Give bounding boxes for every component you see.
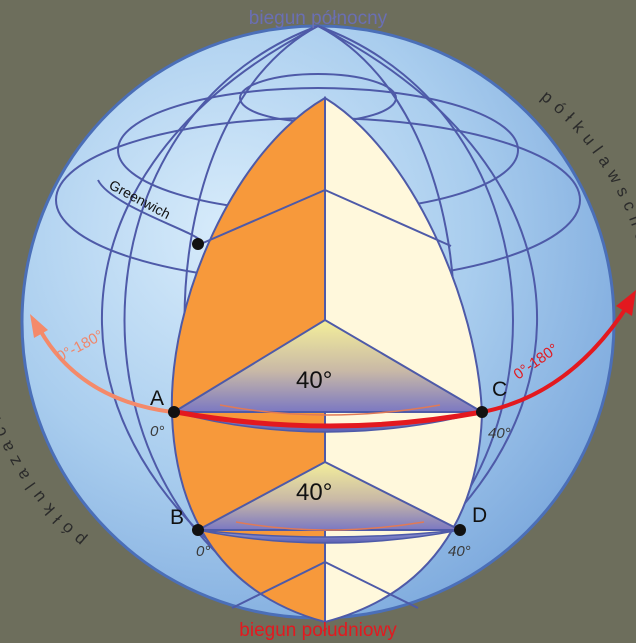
point-d-longitude: 40° (448, 543, 471, 560)
equator-angle-label: 40° (296, 367, 332, 394)
point-a-label: A (150, 387, 164, 410)
point-c (476, 406, 488, 418)
south-pole-label: biegun południowy (239, 620, 397, 641)
points (168, 238, 488, 536)
north-pole-label: biegun północny (249, 8, 388, 29)
point-b-label: B (170, 506, 184, 529)
point-b-longitude: 0° (196, 543, 210, 560)
greenwich-guide (97, 179, 201, 241)
point-a (168, 406, 180, 418)
greenwich-point (192, 238, 204, 250)
point-b (192, 524, 204, 536)
point-d (454, 524, 466, 536)
point-c-longitude: 40° (488, 425, 511, 442)
point-a-longitude: 0° (150, 423, 164, 440)
parallel-angle-label: 40° (296, 479, 332, 506)
point-c-label: C (492, 378, 507, 401)
equator-arrows (30, 290, 636, 429)
point-d-label: D (472, 504, 487, 527)
parallel-wedge (197, 460, 461, 544)
